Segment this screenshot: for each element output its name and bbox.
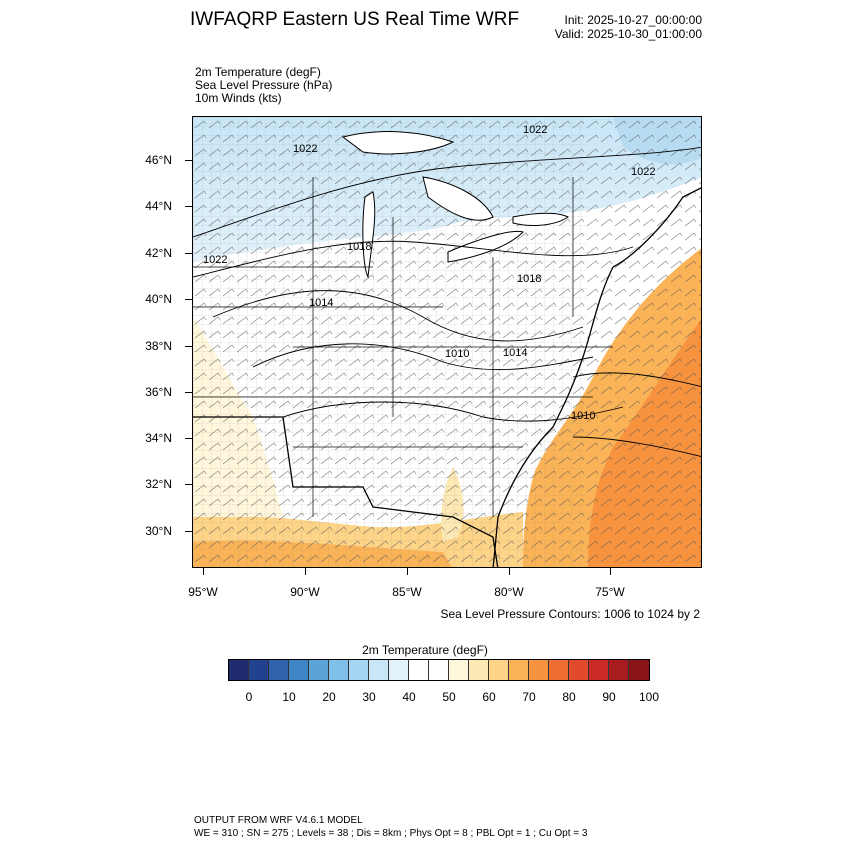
colorbar-label: 10	[282, 690, 296, 704]
footer-config: WE = 310 ; SN = 275 ; Levels = 38 ; Dis …	[194, 828, 588, 839]
colorbar-swatch	[249, 660, 269, 680]
contour-label: 1018	[347, 241, 371, 253]
lat-tick	[185, 531, 192, 532]
colorbar-label: 30	[362, 690, 376, 704]
contour-label: 1022	[293, 143, 317, 155]
lon-tick	[305, 568, 306, 575]
colorbar-swatch	[369, 660, 389, 680]
colorbar-swatch	[349, 660, 369, 680]
lon-label: 95°W	[188, 585, 218, 599]
contour-label: 1010	[571, 410, 595, 422]
colorbar-swatch	[409, 660, 429, 680]
lat-tick	[185, 438, 192, 439]
colorbar-swatch	[229, 660, 249, 680]
lat-tick	[185, 253, 192, 254]
footer-model: OUTPUT FROM WRF V4.6.1 MODEL	[194, 815, 363, 826]
lat-label: 34°N	[145, 431, 172, 445]
colorbar-swatch	[609, 660, 629, 680]
contour-label: 1022	[631, 166, 655, 178]
colorbar-swatch	[269, 660, 289, 680]
colorbar-swatch	[569, 660, 589, 680]
lat-label: 44°N	[145, 199, 172, 213]
lon-label: 85°W	[392, 585, 422, 599]
lat-label: 40°N	[145, 292, 172, 306]
colorbar-swatch	[549, 660, 569, 680]
lat-label: 36°N	[145, 385, 172, 399]
contour-note: Sea Level Pressure Contours: 1006 to 102…	[440, 607, 701, 621]
colorbar-label: 80	[562, 690, 576, 704]
colorbar-swatch	[389, 660, 409, 680]
colorbar-label: 40	[402, 690, 416, 704]
lon-tick	[203, 568, 204, 575]
lake-erie	[447, 230, 524, 263]
lat-label: 46°N	[145, 153, 172, 167]
colorbar-swatch	[429, 660, 449, 680]
lat-tick	[185, 346, 192, 347]
lat-label: 30°N	[145, 524, 172, 538]
lat-label: 42°N	[145, 246, 172, 260]
lon-tick	[509, 568, 510, 575]
colorbar-swatch	[329, 660, 349, 680]
lat-tick	[185, 392, 192, 393]
contour-label: 1014	[309, 297, 333, 309]
contour-label: 1022	[203, 254, 227, 266]
colorbar-swatch	[289, 660, 309, 680]
colorbar-swatch	[309, 660, 329, 680]
new-england-coastline	[612, 187, 701, 268]
pressure-contours	[193, 146, 701, 457]
lon-label: 75°W	[595, 585, 625, 599]
field-label-temperature: 2m Temperature (degF)	[195, 65, 321, 79]
figure-title: IWFAQRP Eastern US Real Time WRF	[190, 9, 520, 30]
atlantic-coastline	[492, 266, 614, 567]
colorbar-swatch	[509, 660, 529, 680]
colorbar-swatch	[589, 660, 609, 680]
colorbar-label: 100	[638, 690, 660, 704]
contour-label: 1018	[517, 273, 541, 285]
field-label-winds: 10m Winds (kts)	[195, 91, 282, 105]
lat-label: 32°N	[145, 477, 172, 491]
lake-ontario	[512, 212, 569, 226]
weather-map: 1022 1022 1022 1018 1018 1014 1014 1010 …	[192, 116, 702, 568]
contour-label: 1010	[445, 348, 469, 360]
gulf-coastline	[193, 416, 499, 567]
colorbar-label: 20	[322, 690, 336, 704]
colorbar	[228, 659, 650, 681]
colorbar-label: 60	[482, 690, 496, 704]
colorbar-swatch	[489, 660, 509, 680]
field-label-pressure: Sea Level Pressure (hPa)	[195, 78, 333, 92]
contour-label: 1022	[523, 124, 547, 136]
colorbar-label: 70	[522, 690, 536, 704]
colorbar-swatch	[449, 660, 469, 680]
colorbar-label: 50	[442, 690, 456, 704]
colorbar-swatch	[629, 660, 649, 680]
lon-tick	[610, 568, 611, 575]
lake-huron	[422, 176, 494, 221]
colorbar-label: 90	[602, 690, 616, 704]
contour-labels: 1022 1022 1022 1018 1018 1014 1014 1010 …	[203, 124, 655, 422]
colorbar-swatch	[469, 660, 489, 680]
colorbar-title: 2m Temperature (degF)	[362, 643, 488, 657]
colorbar-swatch	[529, 660, 549, 680]
lat-label: 38°N	[145, 339, 172, 353]
lake-superior	[341, 131, 455, 155]
lon-label: 90°W	[290, 585, 320, 599]
lon-label: 80°W	[494, 585, 524, 599]
lon-tick	[407, 568, 408, 575]
lat-tick	[185, 484, 192, 485]
lat-tick	[185, 160, 192, 161]
lat-tick	[185, 299, 192, 300]
valid-time: Valid: 2025-10-30_01:00:00	[554, 27, 702, 41]
colorbar-label: 0	[245, 690, 253, 704]
lake-michigan	[362, 191, 376, 279]
map-canvas: 1022 1022 1022 1018 1018 1014 1014 1010 …	[193, 117, 701, 567]
init-time: Init: 2025-10-27_00:00:00	[564, 13, 702, 27]
contour-label: 1014	[503, 347, 527, 359]
lat-tick	[185, 206, 192, 207]
